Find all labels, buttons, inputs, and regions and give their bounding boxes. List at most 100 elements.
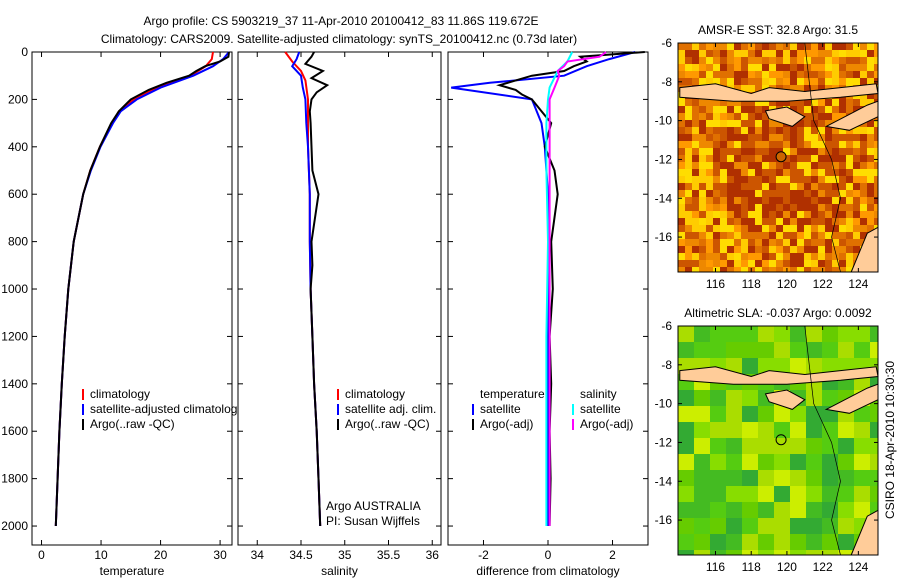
- map-cell: [870, 502, 878, 518]
- map-cell: [727, 71, 734, 78]
- map-cell: [699, 127, 706, 134]
- map-cell: [678, 454, 694, 470]
- map-cell: [748, 85, 755, 92]
- map-cell: [748, 190, 755, 197]
- map-cell: [706, 155, 713, 162]
- map-cell: [720, 155, 727, 162]
- map-cell: [860, 78, 867, 85]
- map-cell: [818, 267, 825, 272]
- map-cell: [783, 225, 790, 232]
- map-cell: [811, 85, 818, 92]
- map-cell: [727, 127, 734, 134]
- map-cell: [867, 50, 874, 57]
- map-cell: [774, 502, 790, 518]
- map-cell: [748, 211, 755, 218]
- map-cell: [734, 85, 741, 92]
- map-cell: [825, 239, 832, 246]
- map-cell: [726, 470, 742, 486]
- map-cell: [755, 162, 762, 169]
- map-cell: [783, 99, 790, 106]
- map-cell: [710, 326, 726, 342]
- map-cell: [804, 106, 811, 113]
- x-tick-label: 0: [38, 548, 45, 562]
- map-cell: [790, 246, 797, 253]
- map-cell: [734, 113, 741, 120]
- map-cell: [874, 169, 878, 176]
- map-cell: [797, 162, 804, 169]
- map-cell: [741, 218, 748, 225]
- map-cell: [692, 218, 699, 225]
- x-axis-label: difference from climatology: [476, 564, 619, 578]
- map-cell: [762, 43, 769, 50]
- map-cell: [853, 246, 860, 253]
- map-cell: [720, 141, 727, 148]
- map-cell: [706, 176, 713, 183]
- map-cell: [685, 253, 692, 260]
- map-cell: [710, 342, 726, 358]
- map-cell: [762, 50, 769, 57]
- figure-title-line1: Argo profile: CS 5903219_37 11-Apr-2010 …: [144, 14, 539, 28]
- figure-panels: 0 10 20 30020040060080010001200140016001800…: [1, 23, 879, 578]
- map-cell: [860, 155, 867, 162]
- map-cell: [741, 260, 748, 267]
- profile-panel-3: -2 0 2 difference from climatology temperatu…: [447, 51, 649, 578]
- map-cell: [804, 190, 811, 197]
- map-cell: [699, 267, 706, 272]
- map-cell: [762, 267, 769, 272]
- lon-tick-label: 120: [777, 560, 797, 574]
- map-cell: [776, 197, 783, 204]
- series-line-argo-raw-qc-: [54, 51, 230, 527]
- map-cell: [710, 534, 726, 550]
- map-cell: [769, 141, 776, 148]
- y-tick-label: 600: [8, 187, 28, 201]
- map-cell: [692, 197, 699, 204]
- map-cell: [699, 134, 706, 141]
- map-cell: [790, 326, 806, 342]
- map-cell: [742, 518, 758, 534]
- map-cell: [720, 190, 727, 197]
- map-cell: [797, 197, 804, 204]
- map-cell: [726, 406, 742, 422]
- map-cell: [867, 183, 874, 190]
- map-cell: [811, 120, 818, 127]
- map-cell: [867, 169, 874, 176]
- legend-swatch: [82, 419, 84, 430]
- map-cell: [854, 502, 870, 518]
- map-cell: [678, 518, 694, 534]
- map-cell: [806, 534, 822, 550]
- map-cell: [874, 204, 878, 211]
- map-cell: [825, 246, 832, 253]
- map-cell: [762, 141, 769, 148]
- map-cell: [783, 190, 790, 197]
- map-cell: [853, 218, 860, 225]
- map-cell: [685, 218, 692, 225]
- legend-swatch: [572, 419, 574, 430]
- figure-title-line2: Climatology: CARS2009. Satellite-adjuste…: [101, 32, 577, 46]
- map-cell: [804, 176, 811, 183]
- map-cell: [853, 176, 860, 183]
- map-cell: [755, 120, 762, 127]
- map-cell: [748, 162, 755, 169]
- map-cell: [734, 57, 741, 64]
- map-cell: [699, 141, 706, 148]
- map-cell: [818, 218, 825, 225]
- legend-swatch: [472, 419, 474, 430]
- plot-frame: [237, 51, 442, 546]
- map-cell: [741, 225, 748, 232]
- map-cell: [874, 71, 878, 78]
- map-cell: [776, 176, 783, 183]
- map-cell: [811, 204, 818, 211]
- map-cell: [870, 486, 878, 502]
- map-cell: [806, 454, 822, 470]
- map-cell: [867, 78, 874, 85]
- map-cell: [741, 211, 748, 218]
- map-cell: [706, 253, 713, 260]
- map-cell: [741, 246, 748, 253]
- map-frame: [677, 325, 879, 556]
- map-cell: [720, 134, 727, 141]
- map-cell: [797, 204, 804, 211]
- pi-annotation: PI: Susan Wijffels: [326, 514, 420, 528]
- map-cell: [867, 211, 874, 218]
- map-cell: [860, 197, 867, 204]
- map-cell: [776, 204, 783, 211]
